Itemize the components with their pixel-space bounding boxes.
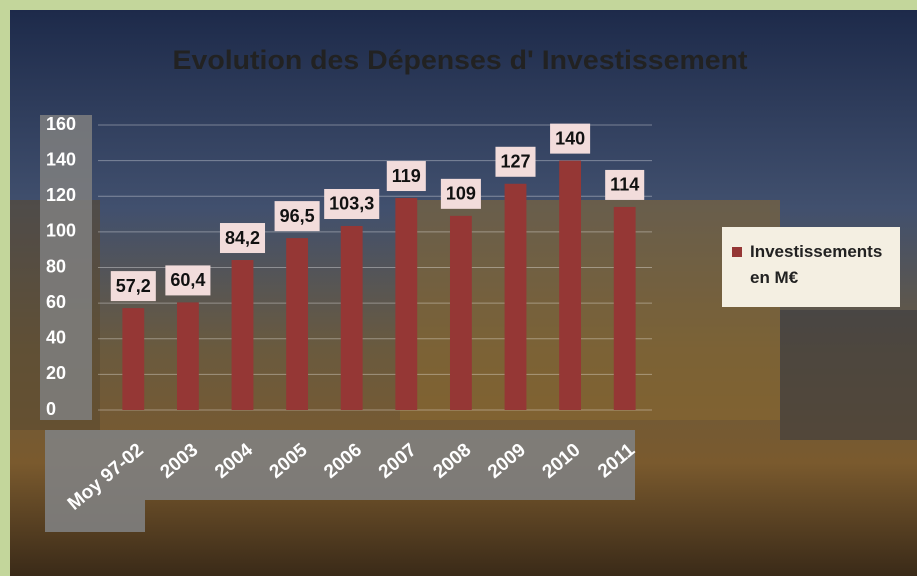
bar (559, 161, 581, 410)
legend-marker (732, 247, 742, 257)
y-tick-label: 20 (46, 363, 66, 383)
y-tick-label: 160 (46, 114, 76, 134)
bar (450, 216, 472, 410)
bar (395, 198, 417, 410)
legend: Investissements en M€ (722, 227, 900, 307)
data-label: 140 (555, 128, 585, 148)
bar (177, 302, 199, 410)
bar (341, 226, 363, 410)
data-label: 84,2 (225, 228, 260, 248)
data-label: 119 (392, 166, 421, 186)
data-label: 57,2 (116, 276, 151, 296)
bar (232, 260, 254, 410)
y-tick-label: 40 (46, 328, 66, 348)
y-tick-label: 140 (46, 149, 76, 169)
data-label: 96,5 (280, 206, 315, 226)
bar (286, 238, 308, 410)
data-label: 127 (500, 152, 530, 172)
page: Evolution des Dépenses d' Investissement… (0, 0, 917, 576)
building (780, 310, 917, 440)
data-label: 103,3 (329, 194, 374, 214)
bar (614, 207, 636, 410)
y-tick-label: 100 (46, 221, 76, 241)
legend-label: Investissements en M€ (750, 242, 882, 287)
chart-title: Evolution des Dépenses d' Investissement (173, 45, 748, 75)
bar (505, 184, 527, 410)
y-tick-label: 80 (46, 256, 66, 276)
bar (122, 308, 144, 410)
data-label: 60,4 (170, 270, 205, 290)
y-tick-label: 0 (46, 399, 56, 419)
data-label: 114 (610, 175, 639, 195)
y-tick-label: 120 (46, 185, 76, 205)
data-label: 109 (446, 184, 476, 204)
y-tick-label: 60 (46, 292, 66, 312)
x-label-panel (45, 500, 145, 532)
